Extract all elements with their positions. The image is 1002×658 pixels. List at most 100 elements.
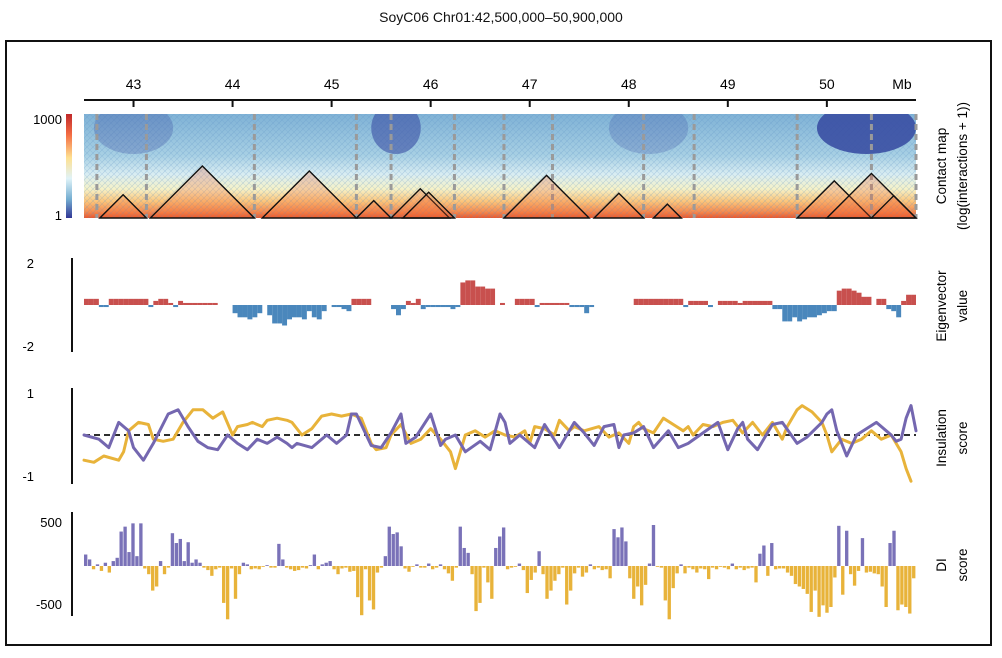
- di-bar: [596, 566, 600, 568]
- eigenvector-bar: [564, 302, 570, 305]
- di-bar: [111, 561, 115, 566]
- di-track-label-line2: score: [955, 548, 970, 581]
- eigenvector-bar: [415, 298, 421, 305]
- di-bar: [233, 566, 238, 599]
- eigenvector-bar: [856, 292, 862, 305]
- tad-triangle: [98, 193, 149, 219]
- eigenvector-bar: [851, 290, 857, 305]
- di-score-track: 500 -500 DI score: [36, 512, 970, 620]
- x-tick-label: 45: [324, 76, 340, 92]
- eigenvector-bar: [138, 298, 144, 305]
- eigenvector-bar: [673, 298, 679, 305]
- eigenvector-bar: [693, 300, 699, 305]
- x-tick-label: 44: [225, 76, 241, 92]
- di-bar: [363, 566, 368, 570]
- di-bar: [115, 557, 119, 566]
- di-bar: [103, 562, 108, 566]
- eigenvector-bar: [901, 300, 907, 305]
- di-bar: [162, 566, 167, 575]
- di-bar: [253, 566, 257, 569]
- insulation-lines: [82, 404, 918, 483]
- tad-domain-triangles: [98, 165, 918, 219]
- di-bar: [545, 566, 549, 599]
- di-bar: [494, 547, 498, 566]
- di-bar: [154, 566, 159, 587]
- di-bar: [174, 543, 179, 566]
- colorbar-min-label: 1: [55, 208, 62, 223]
- di-bar: [198, 562, 202, 566]
- di-bar: [442, 566, 447, 570]
- di-bar: [399, 546, 403, 566]
- eigenvector-track-label-line2: value: [955, 290, 970, 322]
- di-bar: [876, 566, 880, 575]
- eigenvector-bar: [440, 305, 446, 308]
- eigenvector-bar: [351, 298, 357, 305]
- di-bar: [123, 526, 127, 566]
- di-bar: [371, 566, 376, 610]
- di-bar: [434, 566, 439, 568]
- di-bar: [324, 562, 328, 566]
- di-bar: [746, 566, 750, 569]
- di-bar: [738, 566, 742, 568]
- figure-frame: [5, 40, 992, 646]
- eigenvector-bar: [108, 298, 114, 305]
- di-bar: [908, 566, 912, 614]
- di-bar: [691, 566, 695, 570]
- di-bar: [833, 566, 837, 578]
- di-bar: [490, 566, 494, 599]
- eigenvector-bar: [544, 302, 550, 305]
- eigenvector-bar: [861, 296, 867, 305]
- eigenvector-bar: [539, 302, 545, 305]
- di-bar: [714, 566, 719, 570]
- contact-map-blob: [371, 114, 421, 154]
- di-bar: [387, 526, 391, 566]
- x-tick-label: 49: [720, 76, 736, 92]
- genomic-x-axis: 43 44 45 46 47 48 49 50 Mb: [84, 76, 916, 107]
- x-tick-label: 50: [819, 76, 835, 92]
- di-bar: [430, 566, 435, 570]
- di-bar: [651, 525, 656, 566]
- eigenvector-bar: [197, 302, 203, 305]
- eigenvector-bar: [93, 298, 99, 305]
- contact-map-track-label-line2: (log(interactions + 1)): [955, 102, 970, 230]
- di-bar: [632, 566, 636, 599]
- x-tick-label: 48: [621, 76, 637, 92]
- di-bar: [628, 566, 632, 579]
- contact-map-track-label-line1: Contact map: [934, 128, 949, 205]
- di-bar: [880, 566, 884, 587]
- di-bar: [214, 566, 218, 570]
- di-bar: [340, 566, 344, 569]
- eigenvector-bar: [529, 298, 535, 305]
- di-bar: [848, 566, 853, 575]
- eigenvector-bar: [148, 305, 154, 308]
- eigenvector-bar: [742, 300, 748, 305]
- eigenvector-bar: [846, 288, 852, 305]
- eigenvector-bar: [821, 305, 827, 314]
- di-bar: [817, 566, 821, 617]
- di-bar: [837, 525, 841, 566]
- eigenvector-bar: [772, 305, 778, 310]
- x-tick-label: 43: [126, 76, 142, 92]
- di-bar: [277, 543, 281, 566]
- di-bar: [423, 566, 427, 568]
- eigenvector-bar: [292, 305, 297, 318]
- eigenvector-bar: [891, 305, 897, 312]
- eigenvector-bar: [559, 302, 565, 305]
- di-bar: [391, 534, 395, 566]
- di-bar: [450, 566, 455, 581]
- di-bar: [533, 566, 537, 573]
- eigenvector-bar: [306, 305, 312, 312]
- di-bar: [852, 566, 857, 586]
- eigenvector-bar: [143, 298, 149, 305]
- di-bar: [845, 530, 849, 566]
- eigenvector-bar: [866, 296, 872, 305]
- tad-triangle: [354, 199, 393, 219]
- eigenvector-bar: [485, 288, 491, 305]
- di-bar: [777, 566, 782, 569]
- eigenvector-bar: [708, 305, 713, 308]
- eigenvector-bar: [455, 305, 461, 308]
- di-bar: [446, 566, 451, 574]
- eigenvector-bar: [321, 305, 327, 312]
- di-bar: [734, 566, 738, 570]
- di-bar: [91, 566, 96, 570]
